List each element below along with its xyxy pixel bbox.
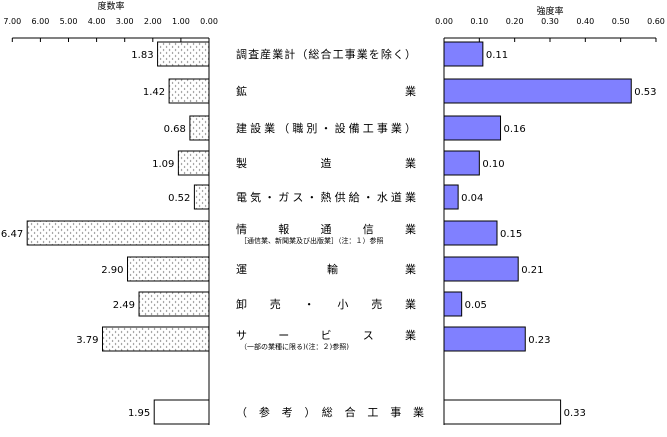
frequency-rate-bar xyxy=(189,115,210,141)
severity-rate-label: 0.33 xyxy=(564,408,586,419)
frequency-rate-bar xyxy=(102,326,210,352)
severity-rate-bar xyxy=(443,78,632,104)
frequency-rate-label: 1.83 xyxy=(131,50,153,61)
frequency-rate-bar xyxy=(177,150,210,176)
severity-rate-bar xyxy=(443,220,498,246)
frequency-rate-bar xyxy=(157,41,210,67)
left-tick-label: 5.00 xyxy=(60,17,78,26)
frequency-rate-bar xyxy=(168,78,210,104)
left-tick-label: 2.00 xyxy=(144,17,162,26)
left-tick-label: 7.00 xyxy=(3,17,21,26)
severity-rate-label: 0.53 xyxy=(634,87,656,98)
category-label: 建設業（職別・設備工事業） xyxy=(236,121,416,135)
frequency-rate-label: 0.68 xyxy=(164,124,186,135)
category-label: 調査産業計（総合工事業を除く） xyxy=(236,47,416,61)
severity-rate-label: 0.10 xyxy=(482,159,504,170)
right-chart-title: 強度率 xyxy=(536,5,563,17)
frequency-rate-label: 6.47 xyxy=(1,229,23,240)
severity-rate-label: 0.16 xyxy=(504,124,526,135)
severity-rate-bar xyxy=(443,291,463,317)
category-label: 電気・ガス・熱供給・水道業 xyxy=(236,190,416,204)
left-tick-label: 6.00 xyxy=(31,17,49,26)
category-sublabel: ［通信業、新聞業及び出版業］（注：１）参照 xyxy=(240,236,384,245)
right-tick-label: 0.20 xyxy=(506,17,524,26)
frequency-rate-label: 1.95 xyxy=(128,408,150,419)
left-tick-label: 1.00 xyxy=(172,17,190,26)
frequency-rate-bar xyxy=(26,220,210,246)
left-tick-label: 0.00 xyxy=(200,17,218,26)
frequency-rate-bar xyxy=(127,256,210,282)
frequency-rate-bar xyxy=(193,184,210,210)
severity-rate-bar xyxy=(443,326,526,352)
right-tick-label: 0.50 xyxy=(612,17,630,26)
frequency-rate-label: 3.79 xyxy=(76,335,98,346)
right-tick-label: 0.60 xyxy=(647,17,665,26)
category-label: サ ー ビ ス 業 xyxy=(236,329,416,342)
severity-rate-label: 0.15 xyxy=(500,229,522,240)
right-tick-label: 0.30 xyxy=(541,17,559,26)
frequency-rate-label: 2.90 xyxy=(101,265,123,276)
category-sublabel: （一部の業種に限る)(注：２)参照) xyxy=(240,342,349,351)
severity-rate-bar xyxy=(443,41,484,67)
frequency-rate-label: 1.42 xyxy=(143,87,165,98)
category-label: 運 輸 業 xyxy=(236,262,416,276)
severity-rate-bar xyxy=(443,150,480,176)
severity-rate-bar xyxy=(443,399,562,425)
right-tick-label: 0.40 xyxy=(576,17,594,26)
frequency-rate-label: 1.09 xyxy=(152,159,174,170)
severity-rate-label: 0.23 xyxy=(528,335,550,346)
frequency-rate-label: 2.49 xyxy=(113,300,135,311)
left-tick-label: 3.00 xyxy=(116,17,134,26)
severity-rate-label: 0.04 xyxy=(461,193,483,204)
category-label: 卸 売 ・ 小 売 業 xyxy=(236,297,416,311)
frequency-rate-bar xyxy=(153,399,210,425)
severity-rate-label: 0.05 xyxy=(465,300,487,311)
category-label: （ 参 考 ） 総 合 工 事 業 xyxy=(236,405,424,419)
frequency-rate-label: 0.52 xyxy=(168,193,190,204)
severity-rate-bar xyxy=(443,256,519,282)
severity-rate-label: 0.21 xyxy=(521,265,543,276)
category-label: 鉱 業 xyxy=(236,84,416,98)
category-label: 製 造 業 xyxy=(236,156,416,170)
severity-rate-label: 0.11 xyxy=(486,50,508,61)
severity-rate-bar xyxy=(443,115,502,141)
category-label: 情 報 通 信 業 xyxy=(236,223,416,236)
frequency-rate-bar xyxy=(138,291,210,317)
right-tick-label: 0.10 xyxy=(470,17,488,26)
left-chart-title: 度数率 xyxy=(97,0,124,12)
severity-rate-bar xyxy=(443,184,459,210)
right-tick-label: 0.00 xyxy=(435,17,453,26)
left-tick-label: 4.00 xyxy=(88,17,106,26)
